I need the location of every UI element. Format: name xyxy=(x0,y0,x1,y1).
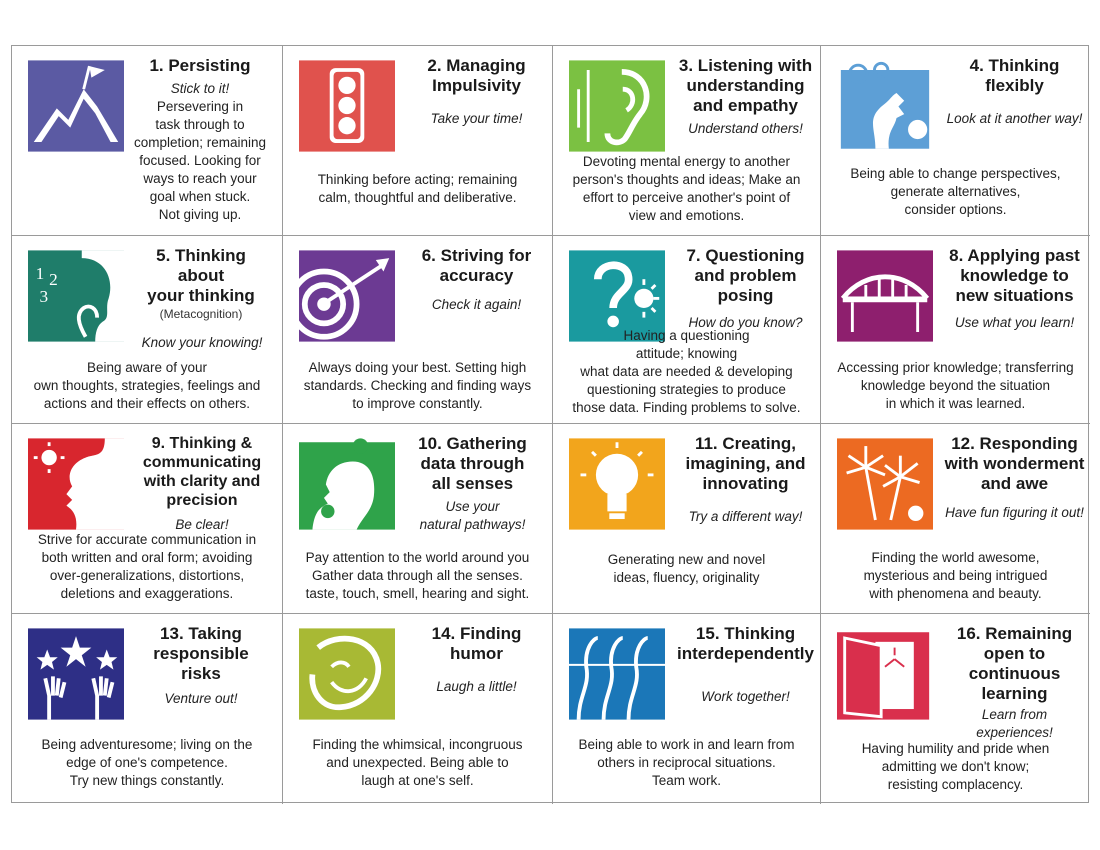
card-description: Strive for accurate communication in bot… xyxy=(37,532,257,601)
card-title: 4. Thinking flexibly xyxy=(969,56,1060,95)
card-motto: Understand others! xyxy=(688,121,803,136)
card-title: 14. Finding humor xyxy=(431,624,522,663)
card-clarity-precision: 9. Thinking & communicating with clarity… xyxy=(12,424,283,614)
card-description: Having a questioning attitude; knowing w… xyxy=(572,328,801,415)
card-title: 6. Striving for accuracy xyxy=(421,246,532,285)
card-listening-empathy: 3. Listening with understanding and empa… xyxy=(553,46,821,236)
card-motto: How do you know? xyxy=(688,315,803,330)
card-title: 2. Managing Impulsivity xyxy=(427,56,526,95)
card-questioning: 7. Questioning and problem posing How do… xyxy=(553,236,821,424)
bridge-icon xyxy=(837,250,933,342)
card-persisting: 1. Persisting Stick to it! Persevering i… xyxy=(12,46,283,236)
svg-text:1: 1 xyxy=(36,264,45,283)
card-motto: Use your natural pathways! xyxy=(419,499,526,532)
speaking-face-icon xyxy=(28,438,124,530)
card-title: 3. Listening with understanding and empa… xyxy=(678,56,813,115)
card-description: Persevering in task through to completio… xyxy=(133,99,267,222)
traffic-light-icon xyxy=(299,60,395,152)
face-rose-icon xyxy=(299,438,395,530)
card-title: 13. Taking responsible risks xyxy=(153,624,249,683)
mountain-climber-icon xyxy=(28,60,124,152)
svg-text:3: 3 xyxy=(40,287,49,306)
card-motto: Laugh a little! xyxy=(436,679,517,694)
card-description: Finding the whimsical, incongruous and u… xyxy=(312,737,523,788)
card-title: 7. Questioning and problem posing xyxy=(686,246,805,305)
ear-icon xyxy=(569,60,665,152)
face-profile-swirl-icon xyxy=(837,60,933,152)
card-motto: Know your knowing! xyxy=(141,335,263,350)
habits-of-mind-grid: 1. Persisting Stick to it! Persevering i… xyxy=(11,45,1090,804)
card-description: Having humility and pride when admitting… xyxy=(861,741,1050,792)
card-description: Accessing prior knowledge; transferring … xyxy=(837,360,1074,411)
card-motto: Check it again! xyxy=(431,297,522,312)
question-mark-icon xyxy=(569,250,665,342)
card-motto: Stick to it! xyxy=(170,81,230,96)
fireworks-icon xyxy=(837,438,933,530)
card-description: Being adventuresome; living on the edge … xyxy=(41,737,253,788)
card-finding-humor: 14. Finding humor Laugh a little! Findin… xyxy=(283,614,553,804)
card-motto: Take your time! xyxy=(430,111,523,126)
card-title: 16. Remaining open to continuous learnin… xyxy=(956,624,1073,703)
card-metacognition: 1 2 3 5. Thinking about your thinking (M… xyxy=(12,236,283,424)
card-title: 15. Thinking interdependently xyxy=(677,624,814,663)
card-thinking-flexibly: 4. Thinking flexibly Look at it another … xyxy=(821,46,1090,236)
card-subtitle: (Metacognition) xyxy=(159,307,243,321)
card-gathering-data: 10. Gathering data through all senses Us… xyxy=(283,424,553,614)
card-motto: Be clear! xyxy=(175,517,229,532)
card-creating-innovating: 11. Creating, imagining, and innovating … xyxy=(553,424,821,614)
target-arrow-icon xyxy=(299,250,395,342)
card-description: Being able to change perspectives, gener… xyxy=(850,166,1061,217)
card-description: Always doing your best. Setting high sta… xyxy=(303,360,532,411)
card-description: Being able to work in and learn from oth… xyxy=(578,737,795,788)
card-striving-accuracy: 6. Striving for accuracy Check it again!… xyxy=(283,236,553,424)
card-motto: Learn from experiences! xyxy=(976,707,1053,740)
card-title: 10. Gathering data through all senses xyxy=(418,434,527,493)
card-motto: Use what you learn! xyxy=(954,315,1075,330)
card-title: 11. Creating, imagining, and innovating xyxy=(685,434,806,493)
card-title: 9. Thinking & communicating with clarity… xyxy=(142,435,262,509)
card-applying-past-knowledge: 8. Applying past knowledge to new situat… xyxy=(821,236,1090,424)
card-motto: Work together! xyxy=(701,689,790,704)
card-managing-impulsivity: 2. Managing Impulsivity Take your time! … xyxy=(283,46,553,236)
group-faces-icon xyxy=(569,628,665,720)
light-bulb-icon xyxy=(569,438,665,530)
thinking-face-icon: 1 2 3 xyxy=(28,250,124,342)
hands-stars-icon xyxy=(28,628,124,720)
card-title: 8. Applying past knowledge to new situat… xyxy=(949,246,1080,305)
card-motto: Have fun figuring it out! xyxy=(945,505,1084,520)
card-motto: Try a different way! xyxy=(688,509,803,524)
card-description: Generating new and novel ideas, fluency,… xyxy=(607,552,766,585)
svg-text:2: 2 xyxy=(49,270,58,289)
card-motto: Look at it another way! xyxy=(946,111,1083,126)
card-responsible-risks: 13. Taking responsible risks Venture out… xyxy=(12,614,283,804)
card-title: 1. Persisting xyxy=(149,56,251,75)
open-door-icon xyxy=(837,628,933,720)
laughing-face-icon xyxy=(299,628,395,720)
card-thinking-interdependently: 15. Thinking interdependently Work toget… xyxy=(553,614,821,804)
card-description: Thinking before acting; remaining calm, … xyxy=(317,172,518,205)
card-description: Being aware of your own thoughts, strate… xyxy=(33,360,261,411)
card-description: Finding the world awesome, mysterious an… xyxy=(863,550,1048,601)
card-title: 5. Thinking about your thinking xyxy=(147,246,255,305)
card-open-to-learning: 16. Remaining open to continuous learnin… xyxy=(821,614,1090,804)
card-title: 12. Responding with wonderment and awe xyxy=(944,434,1085,493)
card-wonderment-awe: 12. Responding with wonderment and awe H… xyxy=(821,424,1090,614)
card-description: Devoting mental energy to another person… xyxy=(572,154,801,223)
card-description: Pay attention to the world around you Ga… xyxy=(305,550,530,601)
card-motto: Venture out! xyxy=(164,691,238,706)
